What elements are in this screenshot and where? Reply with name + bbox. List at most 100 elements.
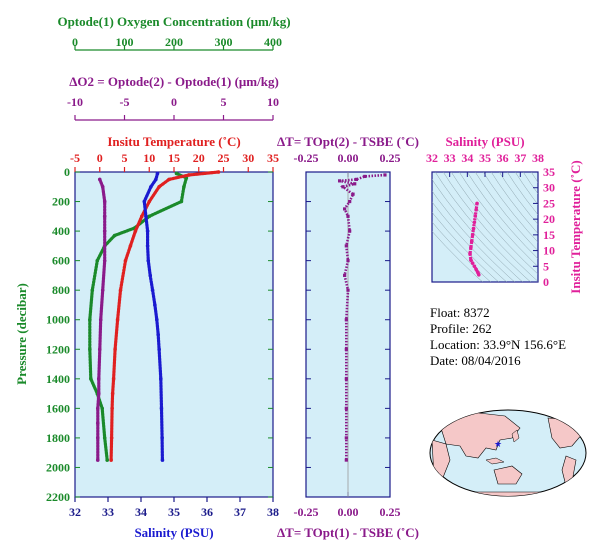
info-date: Date: 08/04/2016: [430, 353, 521, 368]
pressure-tick-label: 0: [64, 165, 70, 179]
temperature-axis-title: Insitu Temperature (˚C): [107, 134, 240, 149]
oxygen-tick-label: 0: [72, 35, 78, 49]
data-point: [159, 406, 164, 411]
salinity-tick-label: 37: [234, 505, 246, 519]
data-point: [182, 184, 186, 189]
data-point: [109, 458, 113, 462]
oxygen-axis-ticks: 0 100 200 300 400: [72, 35, 282, 50]
data-point: [160, 458, 165, 462]
data-point: [95, 406, 100, 411]
data-point: [97, 347, 102, 352]
map-antarctica: [430, 491, 586, 496]
data-point: [344, 458, 348, 462]
ts-density-contour: [522, 172, 538, 195]
pressure-tick-label: 1400: [46, 372, 70, 386]
data-point: [472, 264, 477, 269]
ts-temperature-tick-label: 20: [543, 212, 555, 226]
data-point: [95, 421, 100, 425]
data-point: [348, 229, 352, 233]
delta-t-bottom-axis-title: ΔT= TOpt(1) - TSBE (˚C): [277, 525, 419, 540]
ts-series: [468, 201, 481, 277]
data-point: [144, 214, 148, 219]
delta-t-series: [338, 173, 387, 462]
data-point: [469, 245, 473, 250]
data-point: [98, 317, 103, 322]
oxygen-axis-title: Optode(1) Oxygen Concentration (μm/kg): [57, 14, 290, 29]
data-point: [344, 244, 348, 248]
delta-t-top-axis-title: ΔT= TOpt(2) - TSBE (˚C): [277, 134, 419, 149]
info-location: Location: 33.9°N 156.6°E: [430, 337, 567, 352]
data-point: [160, 436, 164, 440]
ts-temperature-axis-title: Insitu Temperature (˚C): [568, 160, 583, 293]
data-point: [145, 229, 150, 233]
data-point: [344, 377, 348, 381]
data-point: [133, 229, 138, 233]
data-point: [111, 377, 116, 381]
pressure-tick-label: 400: [52, 224, 70, 238]
pressure-tick-label: 1600: [46, 401, 70, 415]
data-point: [88, 317, 92, 322]
data-point: [159, 377, 163, 381]
profile-plot-area: [74, 171, 274, 498]
data-point: [150, 288, 155, 292]
ts-density-contour: [514, 172, 538, 206]
salinity-tick-label: 35: [168, 505, 180, 519]
data-point: [472, 220, 477, 225]
data-point: [474, 207, 478, 212]
series-line--o2: [96, 177, 107, 462]
data-point: [338, 179, 342, 183]
delta-o2-tick-label: -10: [67, 95, 83, 109]
data-point: [179, 199, 184, 204]
ts-salinity-tick-label: 33: [444, 151, 456, 165]
data-point: [105, 458, 109, 462]
data-point: [95, 436, 100, 440]
map-asia: [439, 411, 521, 459]
data-point: [383, 173, 387, 177]
delta-o2-tick-label: 5: [221, 95, 227, 109]
data-point: [145, 244, 150, 248]
data-point: [156, 332, 160, 337]
ts-density-contour: [498, 172, 538, 225]
ts-density-contour: [434, 172, 531, 282]
ts-salinity-tick-label: 35: [479, 151, 491, 165]
float-location-marker: ★: [494, 439, 502, 449]
ts-contour-group: [432, 172, 538, 282]
data-point: [354, 177, 358, 181]
delta-o2-tick-label: 0: [171, 95, 177, 109]
salinity-tick-label: 33: [102, 505, 114, 519]
delta-t-top-tick-label: 0.25: [380, 151, 401, 165]
data-point: [90, 288, 95, 292]
ts-temperature-tick-label: 35: [543, 165, 555, 179]
ts-plot-area: [431, 171, 539, 283]
ts-salinity-tick-label: 38: [532, 151, 544, 165]
temperature-tick-label: 15: [168, 151, 180, 165]
data-point: [154, 177, 158, 182]
data-point: [118, 288, 123, 292]
profile-series: [88, 170, 221, 462]
temperature-tick-label: -5: [70, 151, 80, 165]
data-point: [167, 177, 171, 182]
delta-t-line: [339, 173, 386, 461]
temperature-tick-label: 0: [97, 151, 103, 165]
ts-density-contour: [474, 172, 538, 252]
ts-density-contour: [530, 172, 538, 183]
data-point: [475, 201, 479, 206]
info-profile: Profile: 262: [430, 321, 492, 336]
data-point: [469, 258, 473, 262]
ts-density-contour: [490, 172, 538, 234]
delta-t-bottom-tick-label: 0.25: [380, 505, 401, 519]
data-point: [341, 185, 345, 189]
data-point: [153, 303, 157, 307]
data-point: [110, 391, 115, 396]
data-point: [115, 317, 120, 322]
data-point: [146, 258, 151, 263]
salinity-tick-label: 34: [135, 505, 147, 519]
data-point: [353, 182, 357, 186]
data-point: [348, 199, 352, 204]
temperature-tick-label: 25: [218, 151, 230, 165]
data-point: [100, 406, 105, 411]
world-map: ★: [429, 409, 587, 497]
ts-density-contours: [432, 172, 538, 282]
